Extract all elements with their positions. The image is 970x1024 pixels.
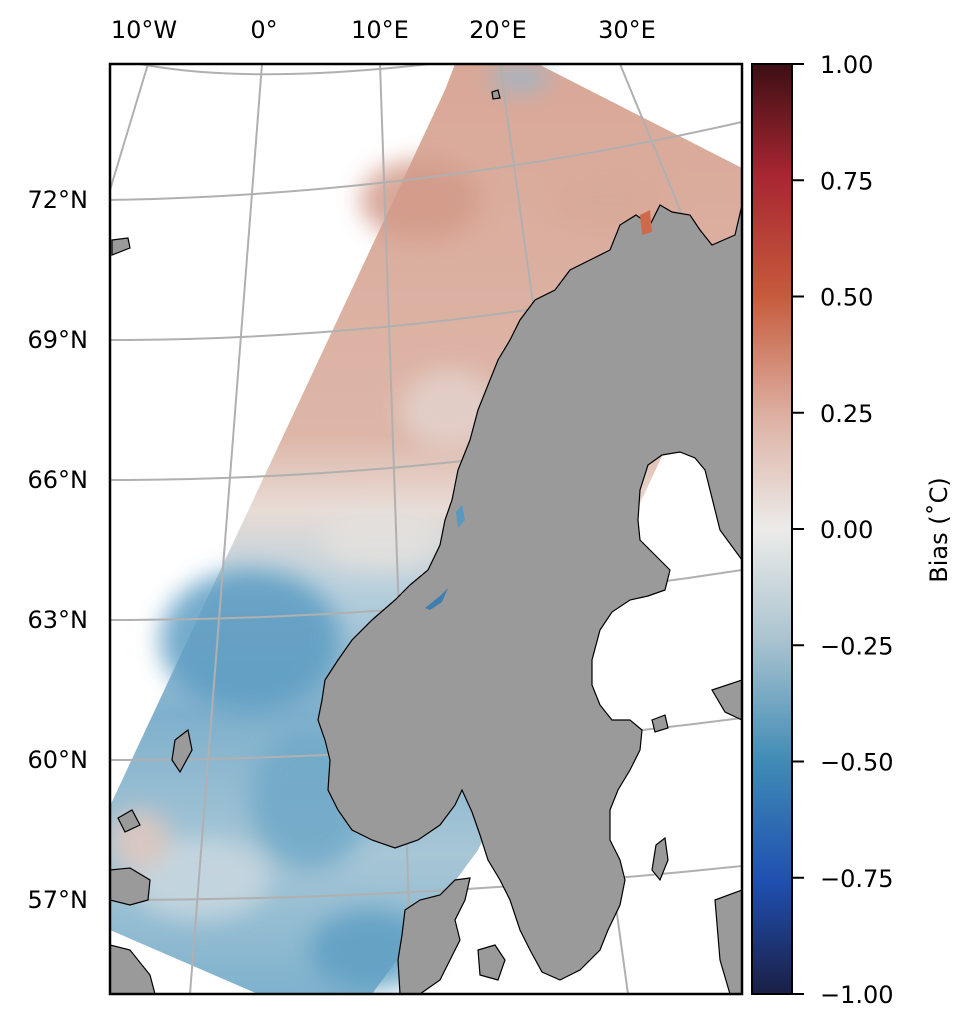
coastal-bias <box>425 210 652 610</box>
colorbar-tick-label: −0.50 <box>820 749 894 777</box>
lon-labels: 10°W 0° 10°E 20°E 30°E <box>111 16 656 44</box>
scotland <box>110 867 151 906</box>
aland <box>651 714 669 733</box>
parallel-75n <box>139 64 439 76</box>
bear-island <box>491 89 501 100</box>
orkney <box>117 809 141 833</box>
colorbar-tick-label: 0.75 <box>820 167 873 195</box>
map-axes <box>110 64 742 994</box>
colorbar-tick-label: −0.75 <box>820 865 894 893</box>
lon-label-20e: 20°E <box>469 16 527 44</box>
lat-label-69n: 69°N <box>28 326 89 354</box>
colorbar: 1.00 0.75 0.50 0.25 0.00 −0.25 −0.50 −0.75 −1.00… <box>751 51 953 1009</box>
lat-labels: 72°N 69°N 66°N 63°N 60°N 57°N <box>28 186 89 914</box>
lon-label-10w: 10°W <box>111 16 177 44</box>
colorbar-tick-label: 0.50 <box>820 284 873 312</box>
baltic-coast <box>714 889 742 994</box>
scandinavia <box>317 204 742 981</box>
denmark-islands <box>477 944 506 981</box>
lat-label-60n: 60°N <box>28 746 89 774</box>
lat-label-57n: 57°N <box>28 886 89 914</box>
map-frame <box>108 62 744 996</box>
faroe <box>111 237 131 256</box>
lat-label-66n: 66°N <box>28 466 89 494</box>
lat-label-63n: 63°N <box>28 606 89 634</box>
lat-label-72n: 72°N <box>28 186 89 214</box>
lon-label-10e: 10°E <box>351 16 409 44</box>
denmark <box>397 877 471 994</box>
shetland <box>171 728 193 774</box>
land <box>110 89 742 994</box>
england-north <box>110 944 156 994</box>
colorbar-tick-label: −1.00 <box>820 981 894 1009</box>
meridian-0 <box>189 64 263 994</box>
colorbar-tick-label: −0.25 <box>820 632 894 660</box>
gotland <box>651 836 669 882</box>
colorbar-gradient <box>751 63 793 995</box>
colorbar-label: Bias (˚C) <box>925 477 953 582</box>
colorbar-tick-label: 0.25 <box>820 400 873 428</box>
finland-south <box>711 679 742 721</box>
lon-label-30e: 30°E <box>598 16 656 44</box>
lon-label-0: 0° <box>250 16 277 44</box>
meridian-10w <box>110 64 149 191</box>
colorbar-ticks: 1.00 0.75 0.50 0.25 0.00 −0.25 −0.50 −0.75 −1.00 <box>792 51 894 1009</box>
colorbar-tick-label: 1.00 <box>820 51 873 79</box>
colorbar-tick-label: 0.00 <box>820 516 873 544</box>
